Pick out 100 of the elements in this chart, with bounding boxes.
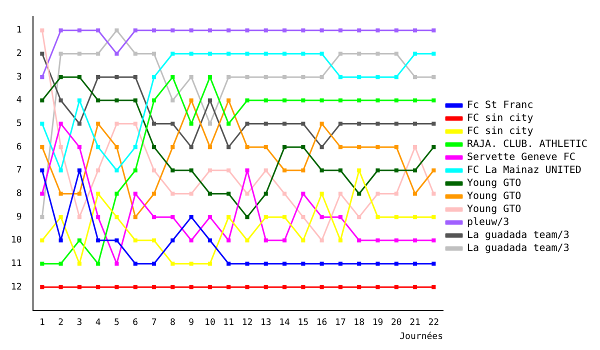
- point: [320, 238, 324, 242]
- point: [376, 52, 380, 56]
- point: [320, 52, 324, 56]
- point: [189, 285, 194, 290]
- point: [245, 238, 250, 242]
- point: [114, 168, 119, 172]
- y-tick-label: 2: [16, 49, 22, 60]
- point: [170, 238, 175, 242]
- point: [133, 75, 138, 80]
- y-tick-label: 10: [10, 236, 22, 246]
- point: [301, 168, 306, 172]
- point: [226, 145, 231, 150]
- point: [96, 98, 100, 102]
- point: [77, 28, 82, 32]
- point: [226, 168, 231, 172]
- point: [40, 122, 44, 126]
- point: [226, 28, 231, 32]
- point: [77, 52, 82, 56]
- point: [152, 215, 156, 220]
- point: [320, 192, 324, 196]
- point: [170, 122, 175, 126]
- point: [208, 52, 212, 56]
- point: [114, 75, 119, 80]
- point: [264, 52, 268, 56]
- point: [77, 98, 82, 102]
- point: [152, 238, 156, 242]
- x-tick-label: 17: [335, 318, 346, 328]
- x-tick-label: 6: [132, 318, 138, 328]
- point: [338, 192, 342, 196]
- point: [77, 262, 82, 266]
- point: [133, 98, 138, 102]
- point: [376, 262, 380, 266]
- point: [189, 238, 194, 242]
- y-tick-label: 11: [10, 259, 22, 270]
- point: [338, 28, 342, 32]
- point: [282, 168, 287, 172]
- x-tick-label: 8: [170, 318, 176, 328]
- point: [264, 98, 268, 102]
- point: [376, 215, 380, 220]
- point: [133, 215, 138, 220]
- point: [413, 238, 418, 242]
- point: [320, 262, 324, 266]
- point: [170, 28, 175, 32]
- point: [245, 98, 250, 102]
- point: [96, 122, 100, 126]
- point: [357, 75, 362, 80]
- legend-label: Young GTO: [467, 204, 522, 216]
- point: [264, 145, 268, 150]
- y-tick-label: 8: [16, 189, 22, 200]
- point: [301, 262, 306, 266]
- x-tick-label: 13: [260, 318, 272, 328]
- point: [114, 28, 119, 32]
- x-tick-label: 3: [76, 318, 82, 328]
- point: [320, 122, 324, 126]
- point: [226, 262, 231, 266]
- point: [152, 52, 156, 56]
- point: [208, 98, 212, 102]
- point: [96, 52, 100, 56]
- x-tick-label: 4: [95, 318, 101, 328]
- point: [114, 192, 119, 196]
- point: [189, 98, 194, 102]
- x-tick-label: 21: [410, 318, 420, 328]
- point: [133, 192, 138, 196]
- point: [208, 262, 212, 266]
- x-tick-label: 22: [428, 318, 440, 328]
- point: [338, 215, 342, 220]
- point: [394, 52, 398, 56]
- point: [114, 238, 119, 242]
- point: [338, 122, 342, 126]
- point: [301, 28, 306, 32]
- x-tick-label: 12: [242, 318, 253, 328]
- point: [432, 145, 436, 150]
- point: [301, 122, 306, 126]
- point: [40, 28, 44, 32]
- point: [40, 215, 44, 220]
- point: [114, 285, 119, 290]
- point: [432, 75, 436, 80]
- point: [357, 262, 362, 266]
- point: [170, 262, 175, 266]
- point: [338, 75, 342, 80]
- point: [77, 75, 82, 80]
- point: [133, 285, 138, 290]
- point: [245, 75, 250, 80]
- point: [40, 98, 44, 102]
- point: [376, 122, 380, 126]
- point: [282, 238, 287, 242]
- point: [394, 75, 398, 80]
- point: [226, 238, 231, 242]
- point: [189, 192, 194, 196]
- point: [189, 122, 194, 126]
- point: [357, 192, 362, 196]
- y-tick-label: 5: [16, 119, 22, 130]
- legend-label: Fc St Franc: [467, 100, 534, 112]
- point: [264, 28, 268, 32]
- point: [376, 192, 380, 196]
- point: [320, 28, 324, 32]
- point: [245, 192, 250, 196]
- point: [264, 168, 268, 172]
- point: [301, 192, 306, 196]
- point: [394, 122, 398, 126]
